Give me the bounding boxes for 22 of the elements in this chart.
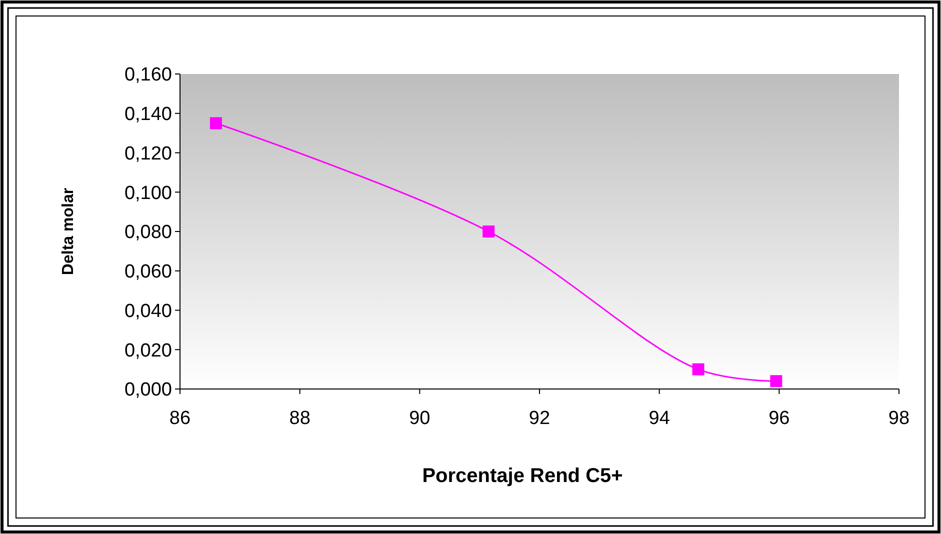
x-tick-label: 98 [888, 408, 910, 429]
y-tick-label: 0,020 [124, 340, 172, 362]
x-tick-label: 94 [648, 408, 670, 429]
x-tick-label: 90 [409, 408, 430, 429]
y-tick-label: 0,080 [124, 222, 172, 244]
x-tick-label: 88 [289, 408, 310, 429]
x-tick-label: 86 [169, 408, 191, 429]
x-tick-label: 92 [528, 408, 550, 429]
y-tick-label: 0,160 [124, 64, 172, 86]
point [692, 363, 704, 376]
y-tick-label: 0,040 [124, 300, 172, 322]
y-tick-label: 0,060 [124, 262, 172, 283]
x-tick-label: 96 [768, 408, 790, 429]
point [482, 226, 495, 238]
y-axis-title: Delta molar [60, 188, 77, 276]
y-tick-label: 0,120 [124, 143, 172, 164]
x-axis-title: Porcentaje Rend C5+ [422, 465, 623, 487]
y-tick-label: 0,000 [124, 380, 172, 401]
point [770, 375, 782, 388]
point [210, 117, 222, 130]
y-tick-label: 0,100 [124, 182, 172, 204]
y-tick-label: 0,140 [124, 104, 172, 126]
